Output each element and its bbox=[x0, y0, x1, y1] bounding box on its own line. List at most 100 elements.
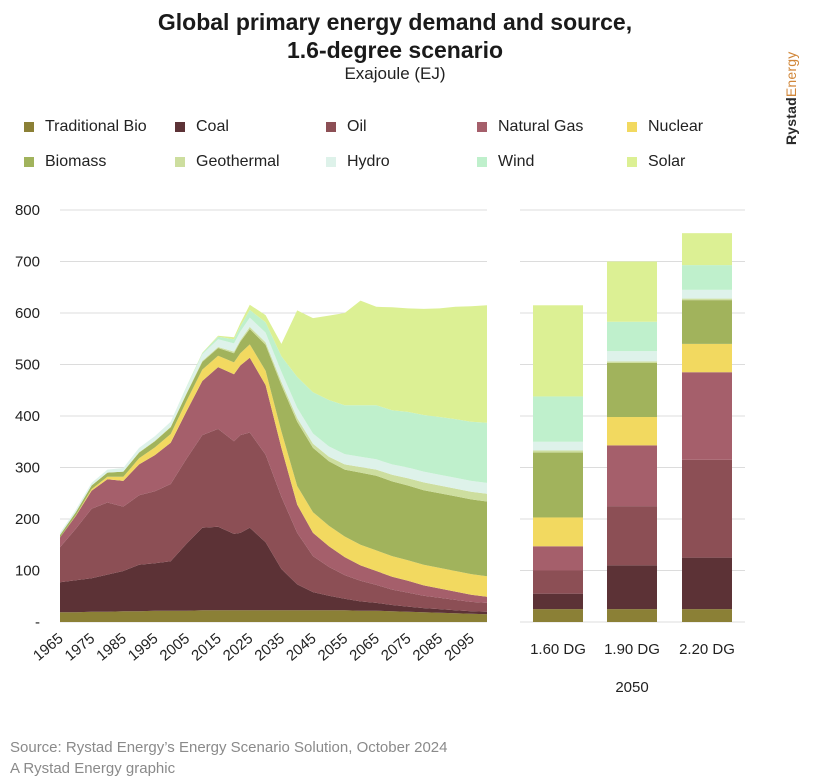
legend-label: Coal bbox=[196, 118, 229, 135]
legend-item: Geothermal bbox=[175, 151, 280, 173]
x-tick-label: 2075 bbox=[378, 630, 414, 664]
footer: Source: Rystad Energy’s Energy Scenario … bbox=[10, 737, 447, 779]
bar-segment bbox=[682, 265, 732, 290]
footer-source: Source: Rystad Energy’s Energy Scenario … bbox=[10, 739, 448, 756]
legend-swatch bbox=[477, 157, 487, 167]
legend-swatch bbox=[627, 157, 637, 167]
y-tick-label: 600 bbox=[15, 305, 40, 322]
bar-segment bbox=[682, 289, 732, 299]
chart-title-line-2: 1.6-degree scenario bbox=[286, 37, 504, 63]
legend-swatch bbox=[175, 157, 185, 167]
x-tick-label: 2035 bbox=[251, 630, 287, 664]
chart-title: Global primary energy demand and source,… bbox=[0, 8, 790, 64]
bar-segment bbox=[533, 593, 583, 610]
bar-segment bbox=[607, 417, 657, 446]
bar-segment bbox=[682, 300, 732, 344]
legend-swatch bbox=[477, 122, 487, 132]
x-tick-label: 2095 bbox=[441, 630, 477, 664]
bar-segment bbox=[682, 609, 732, 622]
y-tick-label: 400 bbox=[15, 408, 40, 425]
area-wind bbox=[60, 309, 487, 533]
bar-segment bbox=[607, 261, 657, 322]
brand-logo: RystadEnergy bbox=[783, 35, 803, 145]
x-tick-label: 2065 bbox=[346, 630, 382, 664]
legend-swatch bbox=[326, 122, 336, 132]
legend-item: Oil bbox=[326, 116, 367, 138]
legend-swatch bbox=[627, 122, 637, 132]
bar-segment bbox=[533, 546, 583, 571]
x-tick-label: 2015 bbox=[188, 630, 224, 664]
x-tick-label: 2025 bbox=[220, 630, 256, 664]
legend-item: Biomass bbox=[24, 151, 106, 173]
area-hydro bbox=[60, 317, 487, 535]
y-tick-label: - bbox=[35, 614, 40, 631]
x-tick-label: 1975 bbox=[62, 630, 98, 664]
x-tick-label: 2045 bbox=[283, 630, 319, 664]
legend-label: Wind bbox=[498, 153, 535, 170]
legend-item: Solar bbox=[627, 151, 685, 173]
bar-segment bbox=[607, 445, 657, 507]
x-tick-label: 2005 bbox=[157, 630, 193, 664]
x-tick-label: 2055 bbox=[315, 630, 351, 664]
area-nuclear bbox=[60, 344, 487, 597]
bar-segment bbox=[607, 565, 657, 610]
y-tick-label: 200 bbox=[15, 511, 40, 528]
legend-item: Coal bbox=[175, 116, 229, 138]
bar-segment bbox=[682, 298, 732, 301]
x-tick-label: 2085 bbox=[410, 630, 446, 664]
legend-item: Natural Gas bbox=[477, 116, 583, 138]
bar-segment bbox=[533, 517, 583, 547]
y-tick-label: 800 bbox=[15, 202, 40, 219]
bar-segment bbox=[682, 343, 732, 373]
bar-segment bbox=[682, 233, 732, 266]
x-tick-label: 1995 bbox=[125, 630, 161, 664]
y-tick-label: 300 bbox=[15, 460, 40, 477]
legend-item: Hydro bbox=[326, 151, 390, 173]
bar-segment bbox=[607, 506, 657, 566]
chart-legend: Traditional Bio Coal Oil Natural Gas Nuclear… bbox=[24, 116, 764, 176]
footer-credit: A Rystad Energy graphic bbox=[10, 760, 176, 777]
bar-segment bbox=[607, 351, 657, 362]
bar-segment bbox=[607, 321, 657, 352]
legend-item: Traditional Bio bbox=[24, 116, 147, 138]
bar-category-label: 1.60 DG bbox=[530, 641, 586, 658]
legend-label: Geothermal bbox=[196, 153, 280, 170]
legend-swatch bbox=[24, 122, 34, 132]
legend-item: Wind bbox=[477, 151, 534, 173]
area-oil bbox=[60, 428, 487, 612]
x-tick-label: 1965 bbox=[30, 630, 66, 664]
bar-segment bbox=[607, 362, 657, 418]
area-traditional-bio bbox=[60, 610, 487, 622]
area-biomass bbox=[60, 329, 487, 577]
legend-label: Biomass bbox=[45, 153, 107, 170]
bar-segment bbox=[682, 372, 732, 460]
legend-swatch bbox=[175, 122, 185, 132]
y-tick-label: 700 bbox=[15, 254, 40, 271]
legend-swatch bbox=[326, 157, 336, 167]
chart-title-line-1: Global primary energy demand and source, bbox=[157, 9, 633, 35]
bar-segment bbox=[533, 396, 583, 442]
legend-label: Natural Gas bbox=[498, 118, 584, 135]
legend-item: Nuclear bbox=[627, 116, 703, 138]
brand-part-2: Energy bbox=[783, 51, 799, 98]
area-natural-gas bbox=[60, 357, 487, 603]
legend-label: Hydro bbox=[347, 153, 390, 170]
bar-segment bbox=[533, 609, 583, 622]
area-solar bbox=[60, 300, 487, 533]
bar-segment bbox=[533, 305, 583, 397]
x-tick-label: 1985 bbox=[93, 630, 129, 664]
y-tick-label: 100 bbox=[15, 563, 40, 580]
bar-x-axis-label: 2050 bbox=[615, 679, 648, 696]
bar-segment bbox=[533, 450, 583, 453]
bar-segment bbox=[682, 557, 732, 610]
bar-segment bbox=[607, 609, 657, 622]
area-coal bbox=[60, 526, 487, 615]
legend-label: Solar bbox=[648, 153, 686, 170]
bar-category-label: 2.20 DG bbox=[679, 641, 735, 658]
bar-segment bbox=[533, 441, 583, 451]
legend-label: Nuclear bbox=[648, 118, 704, 135]
bar-segment bbox=[607, 361, 657, 363]
bar-segment bbox=[533, 570, 583, 594]
bar-category-label: 1.90 DG bbox=[604, 641, 660, 658]
bar-segment bbox=[533, 452, 583, 518]
